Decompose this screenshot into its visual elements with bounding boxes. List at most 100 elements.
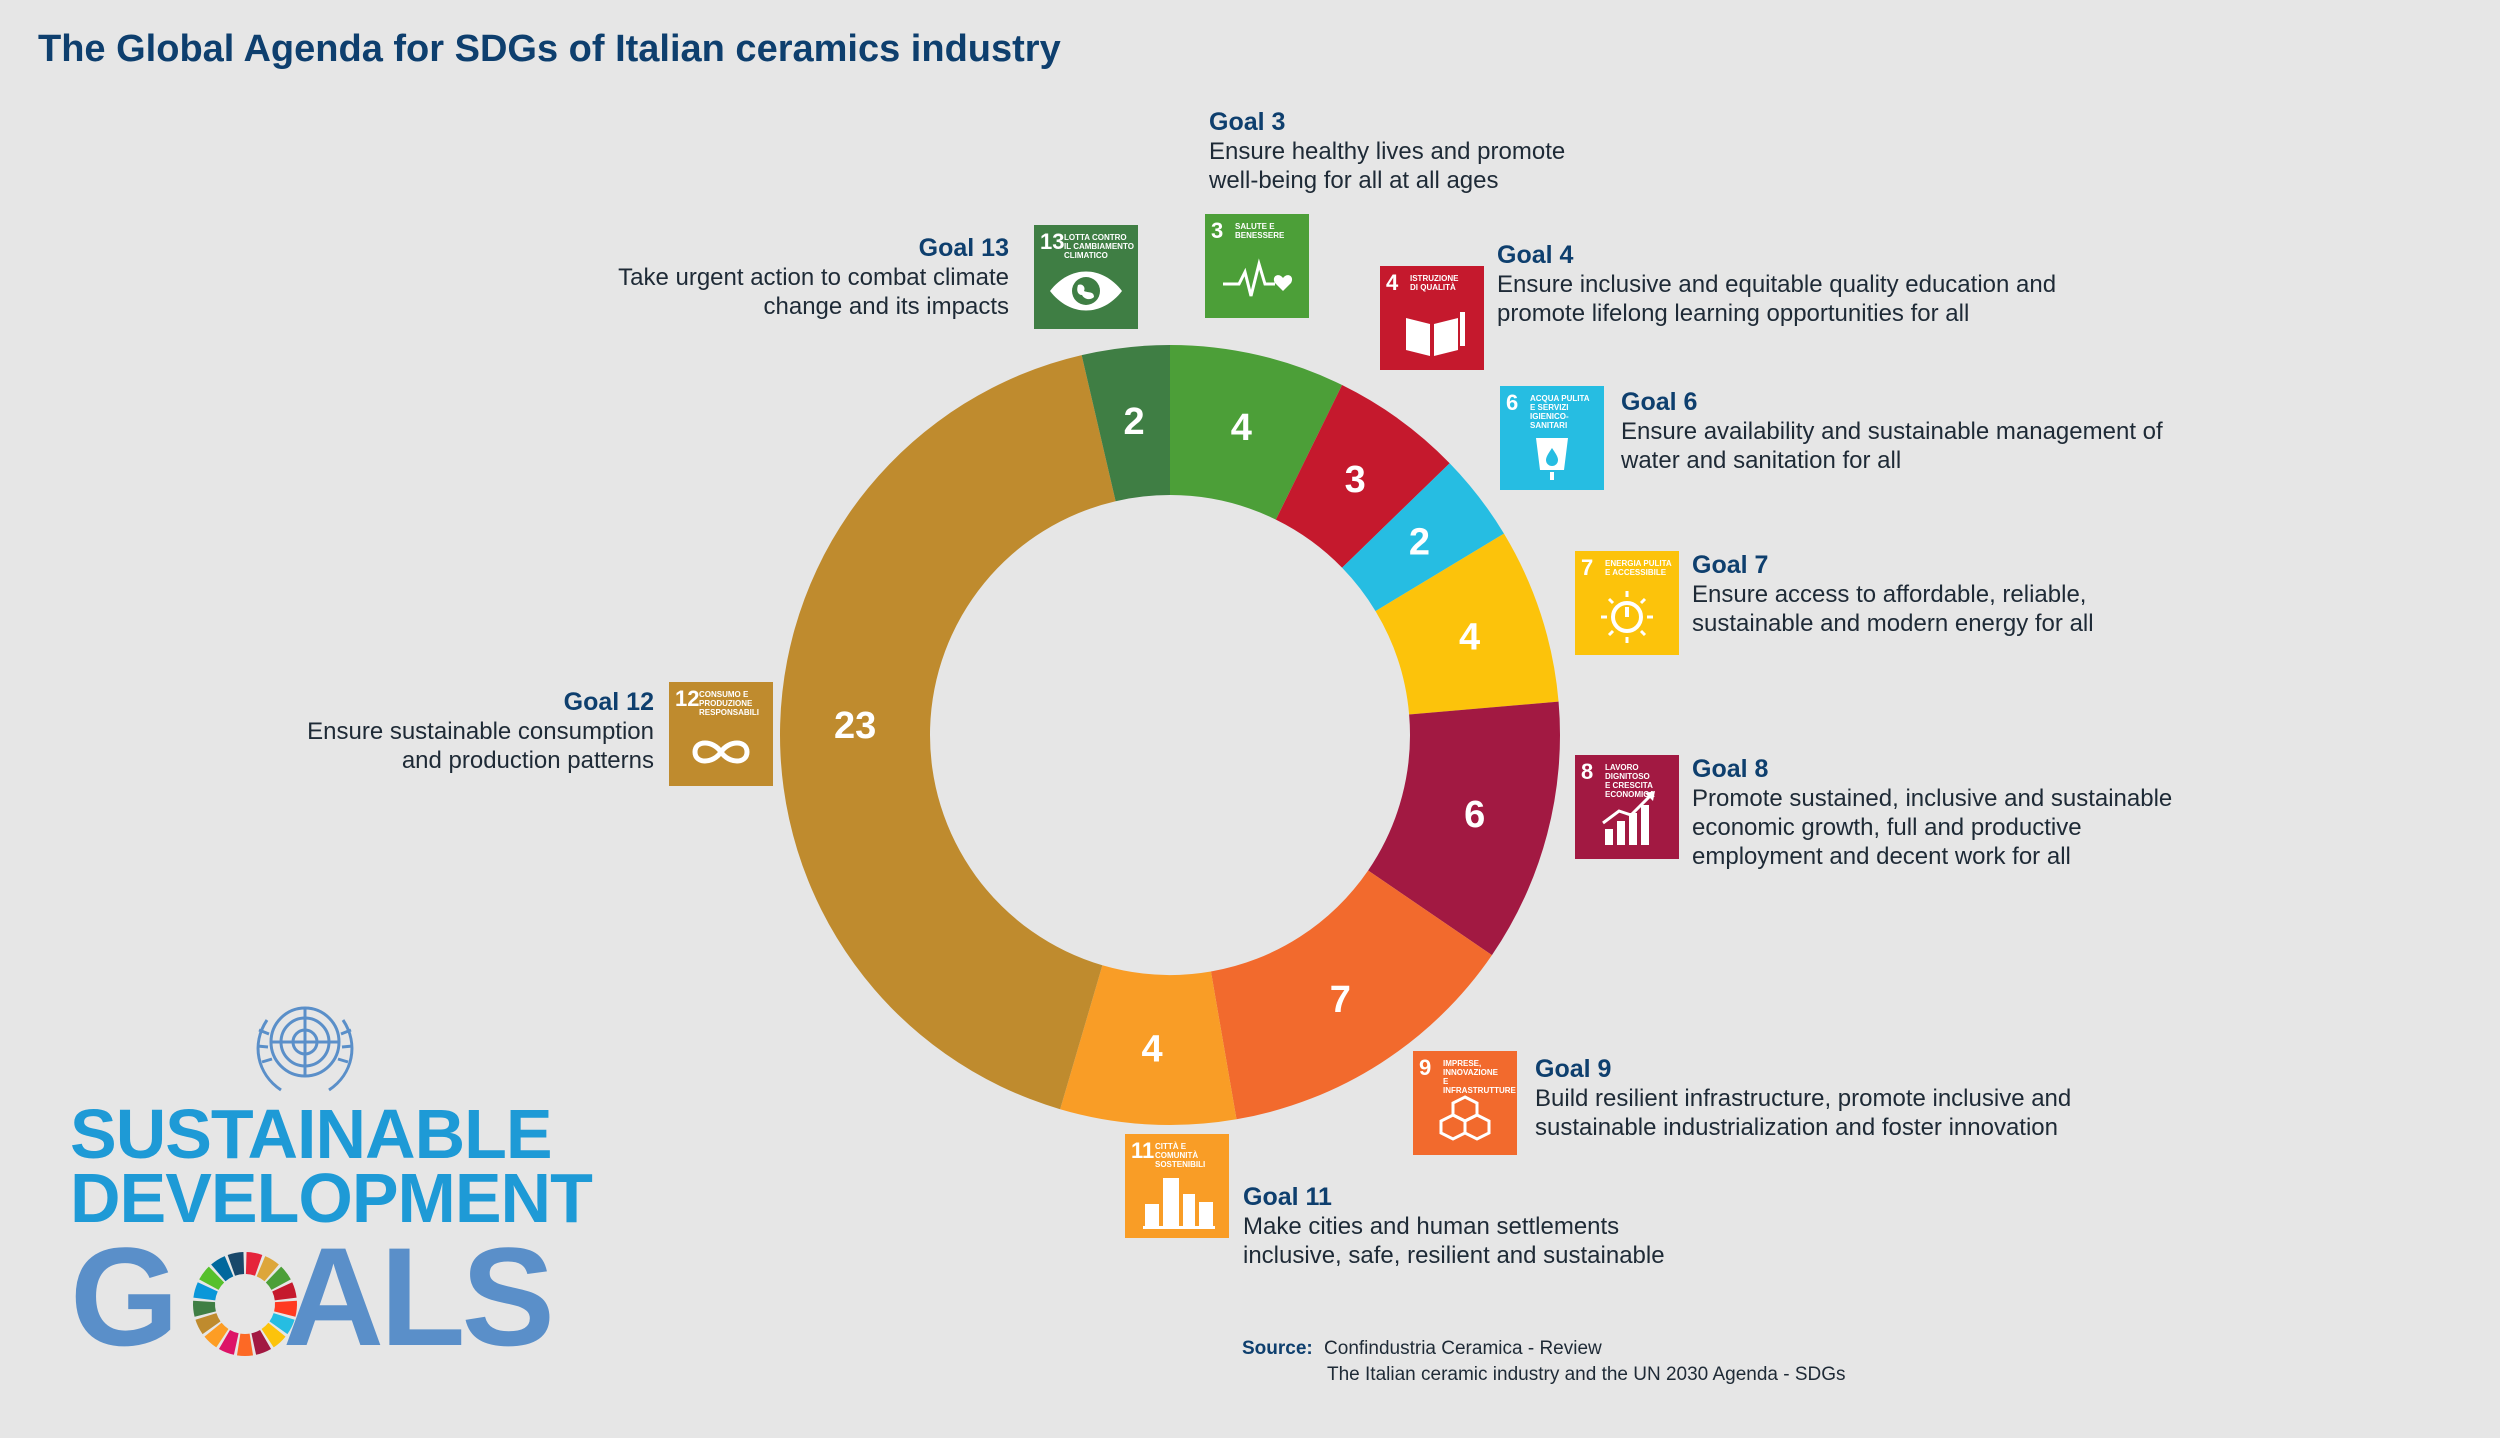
goal-11-desc: Make cities and human settlements inclus…: [1243, 1213, 1665, 1269]
sdg-13-tile-label: LOTTA CONTRO IL CAMBIAMENTO CLIMATICO: [1064, 233, 1134, 260]
sdg-11-tile-number: 11: [1131, 1138, 1155, 1163]
sdg-8-tile: 8 LAVORO DIGNITOSO E CRESCITA ECONOMICA: [1575, 755, 1679, 859]
goal-11-text: Goal 11 Make cities and human settlement…: [1243, 1183, 1665, 1270]
slice-goal-8: [1368, 701, 1560, 956]
goal-6-name: Goal 6: [1621, 388, 1698, 416]
sdg-7-tile: 7 ENERGIA PULITA E ACCESSIBILE: [1575, 551, 1679, 655]
goal-7-name: Goal 7: [1692, 551, 1769, 579]
source-label: Source:: [1242, 1338, 1313, 1359]
logo-goals-als: ALS: [282, 1218, 555, 1375]
sdg-7-tile-label: ENERGIA PULITA E ACCESSIBILE: [1605, 559, 1672, 577]
goal-7-desc: Ensure access to affordable, reliable, s…: [1692, 581, 2094, 637]
logo-goals: G ALS: [70, 1216, 555, 1378]
slice-label-goal-4: 3: [1345, 459, 1366, 501]
slice-label-goal-3: 4: [1231, 407, 1252, 449]
cubes-icon: [1439, 1095, 1491, 1141]
goal-3-name: Goal 3: [1209, 108, 1286, 136]
wheel-segment: [199, 1266, 225, 1290]
sdg-4-tile: 4 ISTRUZIONE DI QUALITÀ: [1380, 266, 1484, 370]
goal-12-text: Goal 12 Ensure sustainable consumption a…: [307, 688, 654, 775]
wheel-segment: [195, 1313, 221, 1335]
goal-4-desc: Ensure inclusive and equitable quality e…: [1497, 271, 2057, 327]
slice-goal-3: [1170, 345, 1343, 520]
growth-chart-icon: [1602, 791, 1655, 845]
sun-power-icon: [1601, 591, 1653, 643]
wheel-segment: [265, 1266, 291, 1290]
source-line2: The Italian ceramic industry and the UN …: [1327, 1364, 1846, 1385]
wheel-segment: [204, 1322, 229, 1348]
goal-12-desc: Ensure sustainable consumption and produ…: [307, 718, 654, 774]
sdg-11-tile-label: CITTÀ E COMUNITÀ SOSTENIBILI: [1155, 1142, 1206, 1169]
goal-13-desc: Take urgent action to combat climate cha…: [618, 264, 1009, 320]
sdg-11-tile: 11 CITTÀ E COMUNITÀ SOSTENIBILI: [1125, 1134, 1229, 1238]
logo-goals-g: G: [70, 1218, 179, 1375]
donut-slices: [779, 345, 1560, 1126]
goal-4-text: Goal 4 Ensure inclusive and equitable qu…: [1497, 241, 2056, 328]
goal-3-desc: Ensure healthy lives and promote well-be…: [1209, 138, 1566, 194]
goal-11-name: Goal 11: [1243, 1183, 1332, 1211]
donut-slice-labels: 4 3 2 4 6 7 4 23 2: [834, 401, 1485, 1070]
slice-goal-12: [779, 355, 1116, 1110]
wheel-segment: [272, 1282, 297, 1301]
slice-label-goal-7: 4: [1459, 617, 1480, 659]
water-glass-icon: [1536, 438, 1568, 480]
goal-9-name: Goal 9: [1535, 1055, 1612, 1083]
sdg-7-tile-number: 7: [1581, 555, 1594, 580]
slice-label-goal-8: 6: [1464, 794, 1485, 836]
sdg-13-tile: 13 LOTTA CONTRO IL CAMBIAMENTO CLIMATICO: [1034, 225, 1138, 329]
book-icon: [1406, 312, 1465, 356]
slice-goal-13: [1081, 345, 1170, 502]
sdg-9-tile-label: IMPRESE, INNOVAZIONE E INFRASTRUTTURE: [1443, 1059, 1516, 1095]
goal-13-name: Goal 13: [918, 234, 1009, 262]
wheel-segment: [218, 1329, 239, 1355]
sdg-9-tile-number: 9: [1419, 1055, 1432, 1080]
wheel-segment: [227, 1252, 245, 1276]
wheel-segment: [193, 1300, 216, 1317]
slice-label-goal-11: 4: [1141, 1028, 1162, 1070]
slice-goal-9: [1210, 870, 1492, 1120]
goal-13-text: Goal 13 Take urgent action to combat cli…: [618, 234, 1009, 321]
wheel-segment: [193, 1282, 218, 1301]
sdg-3-tile-number: 3: [1211, 218, 1224, 243]
wheel-segment: [245, 1252, 263, 1276]
sdg-color-wheel-icon: [193, 1252, 297, 1356]
sdg-4-tile-number: 4: [1386, 270, 1399, 295]
goal-8-name: Goal 8: [1692, 755, 1769, 783]
goal-9-text: Goal 9 Build resilient infrastructure, p…: [1535, 1055, 2071, 1142]
heartbeat-icon: [1223, 258, 1293, 297]
sdg-3-tile-label: SALUTE E BENESSERE: [1235, 222, 1285, 240]
slice-label-goal-12: 23: [834, 705, 876, 747]
chart-title: The Global Agenda for SDGs of Italian ce…: [38, 28, 1061, 70]
wheel-segment: [269, 1313, 295, 1335]
sdg-8-tile-number: 8: [1581, 759, 1594, 784]
sdg-13-tile-number: 13: [1040, 229, 1065, 254]
slice-goal-6: [1342, 463, 1504, 612]
wheel-segment: [211, 1256, 234, 1282]
sdg-6-tile-number: 6: [1506, 390, 1519, 415]
logo-development: DEVELOPMENT: [70, 1159, 593, 1237]
sdg-logo: SUSTAINABLE DEVELOPMENT G ALS: [70, 990, 593, 1375]
goal-6-desc: Ensure availability and sustainable mana…: [1621, 418, 2163, 474]
source-line1: Confindustria Ceramica - Review: [1324, 1338, 1602, 1359]
slice-goal-7: [1375, 533, 1559, 715]
sdg-12-tile-number: 12: [675, 686, 700, 711]
logo-sustainable: SUSTAINABLE: [70, 1095, 553, 1173]
goal-12-name: Goal 12: [563, 688, 654, 716]
eye-globe-icon: [1050, 271, 1122, 311]
city-buildings-icon: [1143, 1178, 1215, 1229]
sdg-12-tile-label: CONSUMO E PRODUZIONE RESPONSABILI: [699, 690, 760, 717]
goal-9-desc: Build resilient infrastructure, promote …: [1535, 1085, 2072, 1141]
slice-label-goal-13: 2: [1124, 401, 1145, 443]
wheel-segment: [256, 1256, 279, 1282]
source-note: Source: Confindustria Ceramica - Review …: [1242, 1336, 1846, 1388]
slice-goal-11: [1060, 965, 1237, 1126]
goal-7-text: Goal 7 Ensure access to affordable, reli…: [1692, 551, 2094, 638]
wheel-segment: [261, 1322, 286, 1348]
slice-label-goal-6: 2: [1409, 522, 1430, 564]
goal-3-text: Goal 3 Ensure healthy lives and promote …: [1209, 108, 1565, 195]
wheel-segment: [251, 1329, 272, 1355]
goal-8-desc: Promote sustained, inclusive and sustain…: [1692, 785, 2173, 870]
infinity-icon: [692, 740, 750, 764]
slice-label-goal-9: 7: [1330, 979, 1351, 1021]
